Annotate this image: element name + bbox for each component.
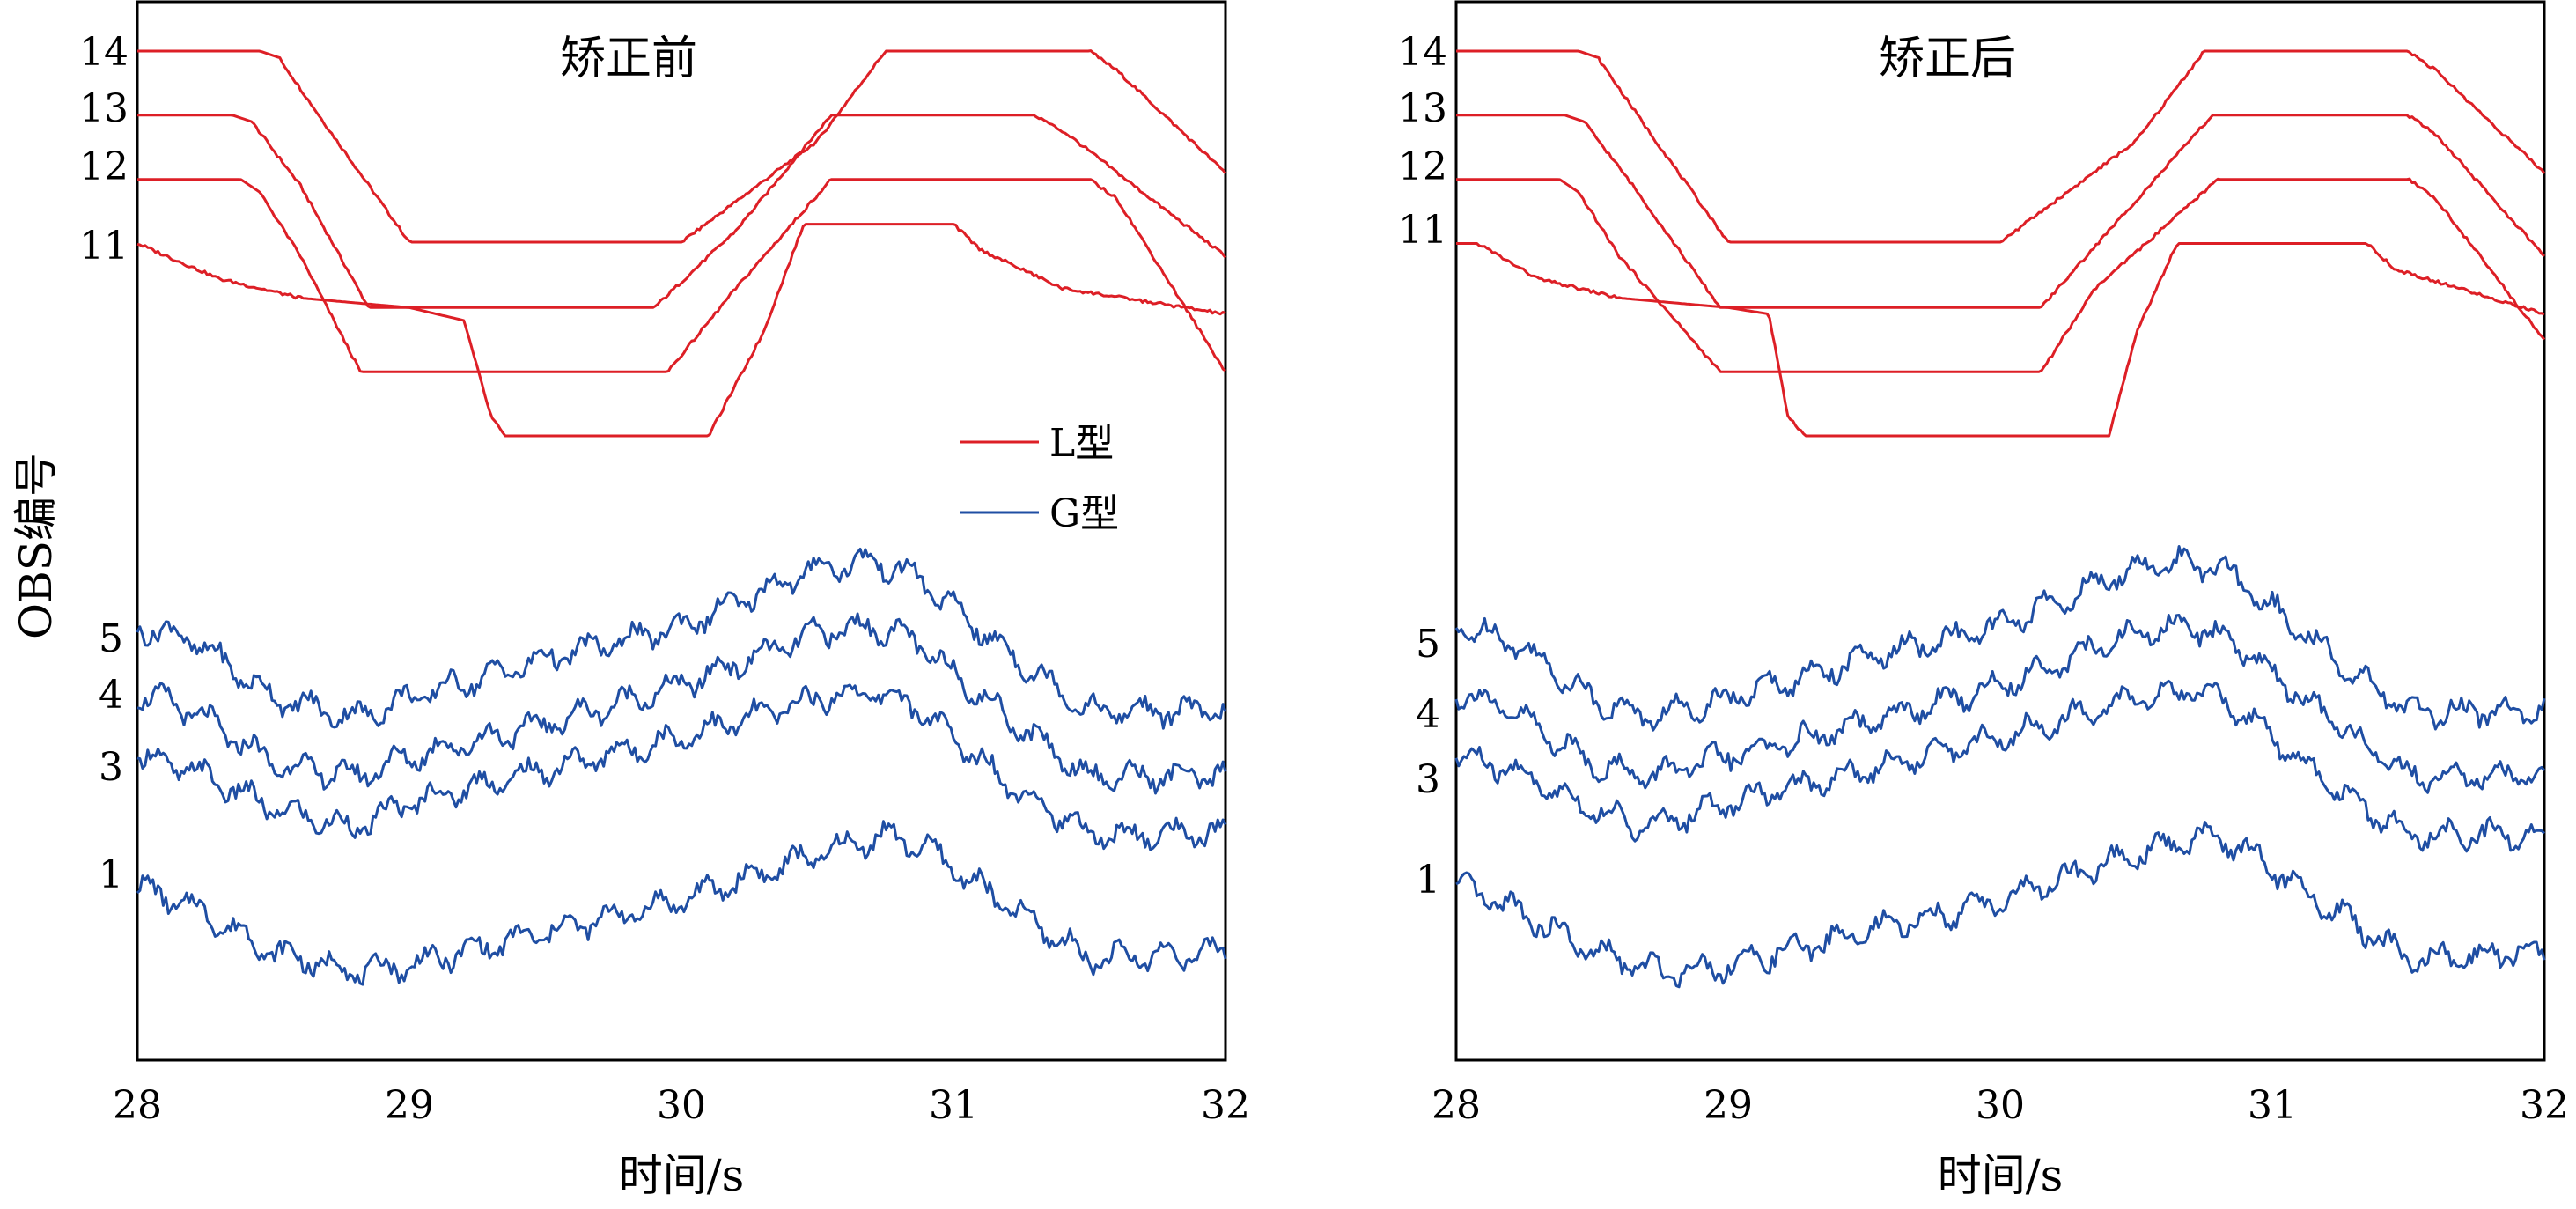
series-line-g-1 [136, 820, 1227, 986]
x-tick-label: 28 [1432, 1083, 1481, 1128]
series-layer [136, 49, 1227, 986]
x-tick-label: 30 [657, 1083, 706, 1128]
series-line-l-12 [1456, 177, 2546, 373]
y-tick-label: 13 [79, 86, 129, 131]
plot-frame [136, 0, 1227, 1062]
chart-title: 矫正前 [560, 33, 697, 85]
x-tick-label: 30 [1976, 1083, 2025, 1128]
series-layer [1454, 49, 2546, 989]
y-tick-label: 3 [1416, 757, 1440, 802]
series-line-l-14 [1456, 49, 2546, 244]
y-axis-label: OBS编号 [11, 453, 62, 639]
y-tick-label: 5 [99, 616, 123, 661]
series-line-g-5 [1454, 545, 2546, 732]
y-tick-label: 13 [1398, 86, 1447, 131]
y-tick-label: 5 [1416, 622, 1440, 667]
x-tick-label: 29 [1704, 1083, 1753, 1128]
x-tick-label: 32 [1201, 1083, 1250, 1128]
series-line-l-11 [1456, 242, 2545, 438]
series-line-l-11 [136, 223, 1226, 438]
y-tick-label: 14 [1398, 30, 1447, 75]
series-line-g-5 [136, 548, 1227, 730]
y-tick-label: 3 [99, 745, 123, 790]
y-tick-label: 11 [1398, 208, 1447, 253]
series-line-l-14 [137, 49, 1227, 244]
chart-panel-after: 矫正后 时间/s 28 29 30 31 32 1 3 4 5 11 12 13… [1398, 0, 2569, 1201]
y-tick-label: 4 [1416, 692, 1440, 737]
y-tick-label: 11 [79, 224, 129, 269]
y-tick-label: 12 [1398, 144, 1447, 189]
series-line-g-3 [1454, 679, 2546, 853]
series-line-g-3 [136, 683, 1227, 851]
x-tick-label: 29 [385, 1083, 434, 1128]
y-tick-label: 1 [99, 852, 123, 897]
chart-panel-before: 矫正前 OBS编号 时间/s 28 29 30 31 32 1 3 4 5 11… [11, 0, 1250, 1201]
x-tick-labels: 28 29 30 31 32 [113, 1083, 1250, 1128]
series-line-g-1 [1455, 821, 2546, 989]
x-axis-label: 时间/s [619, 1150, 745, 1201]
series-line-g-4 [136, 612, 1227, 795]
plot-frame [1454, 0, 2546, 1062]
x-axis-label: 时间/s [1938, 1150, 2064, 1201]
y-tick-labels: 1 3 4 5 11 12 13 14 [79, 30, 129, 897]
legend-label-l: L型 [1049, 421, 1114, 466]
x-tick-label: 31 [929, 1083, 978, 1128]
y-tick-label: 1 [1416, 858, 1440, 903]
x-tick-label: 28 [113, 1083, 162, 1128]
series-line-g-4 [1454, 614, 2546, 794]
x-tick-labels: 28 29 30 31 32 [1432, 1083, 2569, 1128]
legend: L型 G型 [960, 421, 1119, 536]
series-line-l-13 [1456, 114, 2546, 309]
y-tick-label: 12 [79, 144, 129, 189]
legend-label-g: G型 [1049, 491, 1119, 536]
y-tick-label: 4 [99, 673, 123, 718]
y-tick-labels: 1 3 4 5 11 12 13 14 [1398, 30, 1447, 903]
y-tick-label: 14 [79, 30, 129, 75]
series-line-l-13 [137, 114, 1227, 309]
series-line-l-12 [137, 178, 1226, 373]
x-tick-label: 31 [2248, 1083, 2297, 1128]
chart-title: 矫正后 [1879, 33, 2016, 85]
x-tick-label: 32 [2520, 1083, 2569, 1128]
